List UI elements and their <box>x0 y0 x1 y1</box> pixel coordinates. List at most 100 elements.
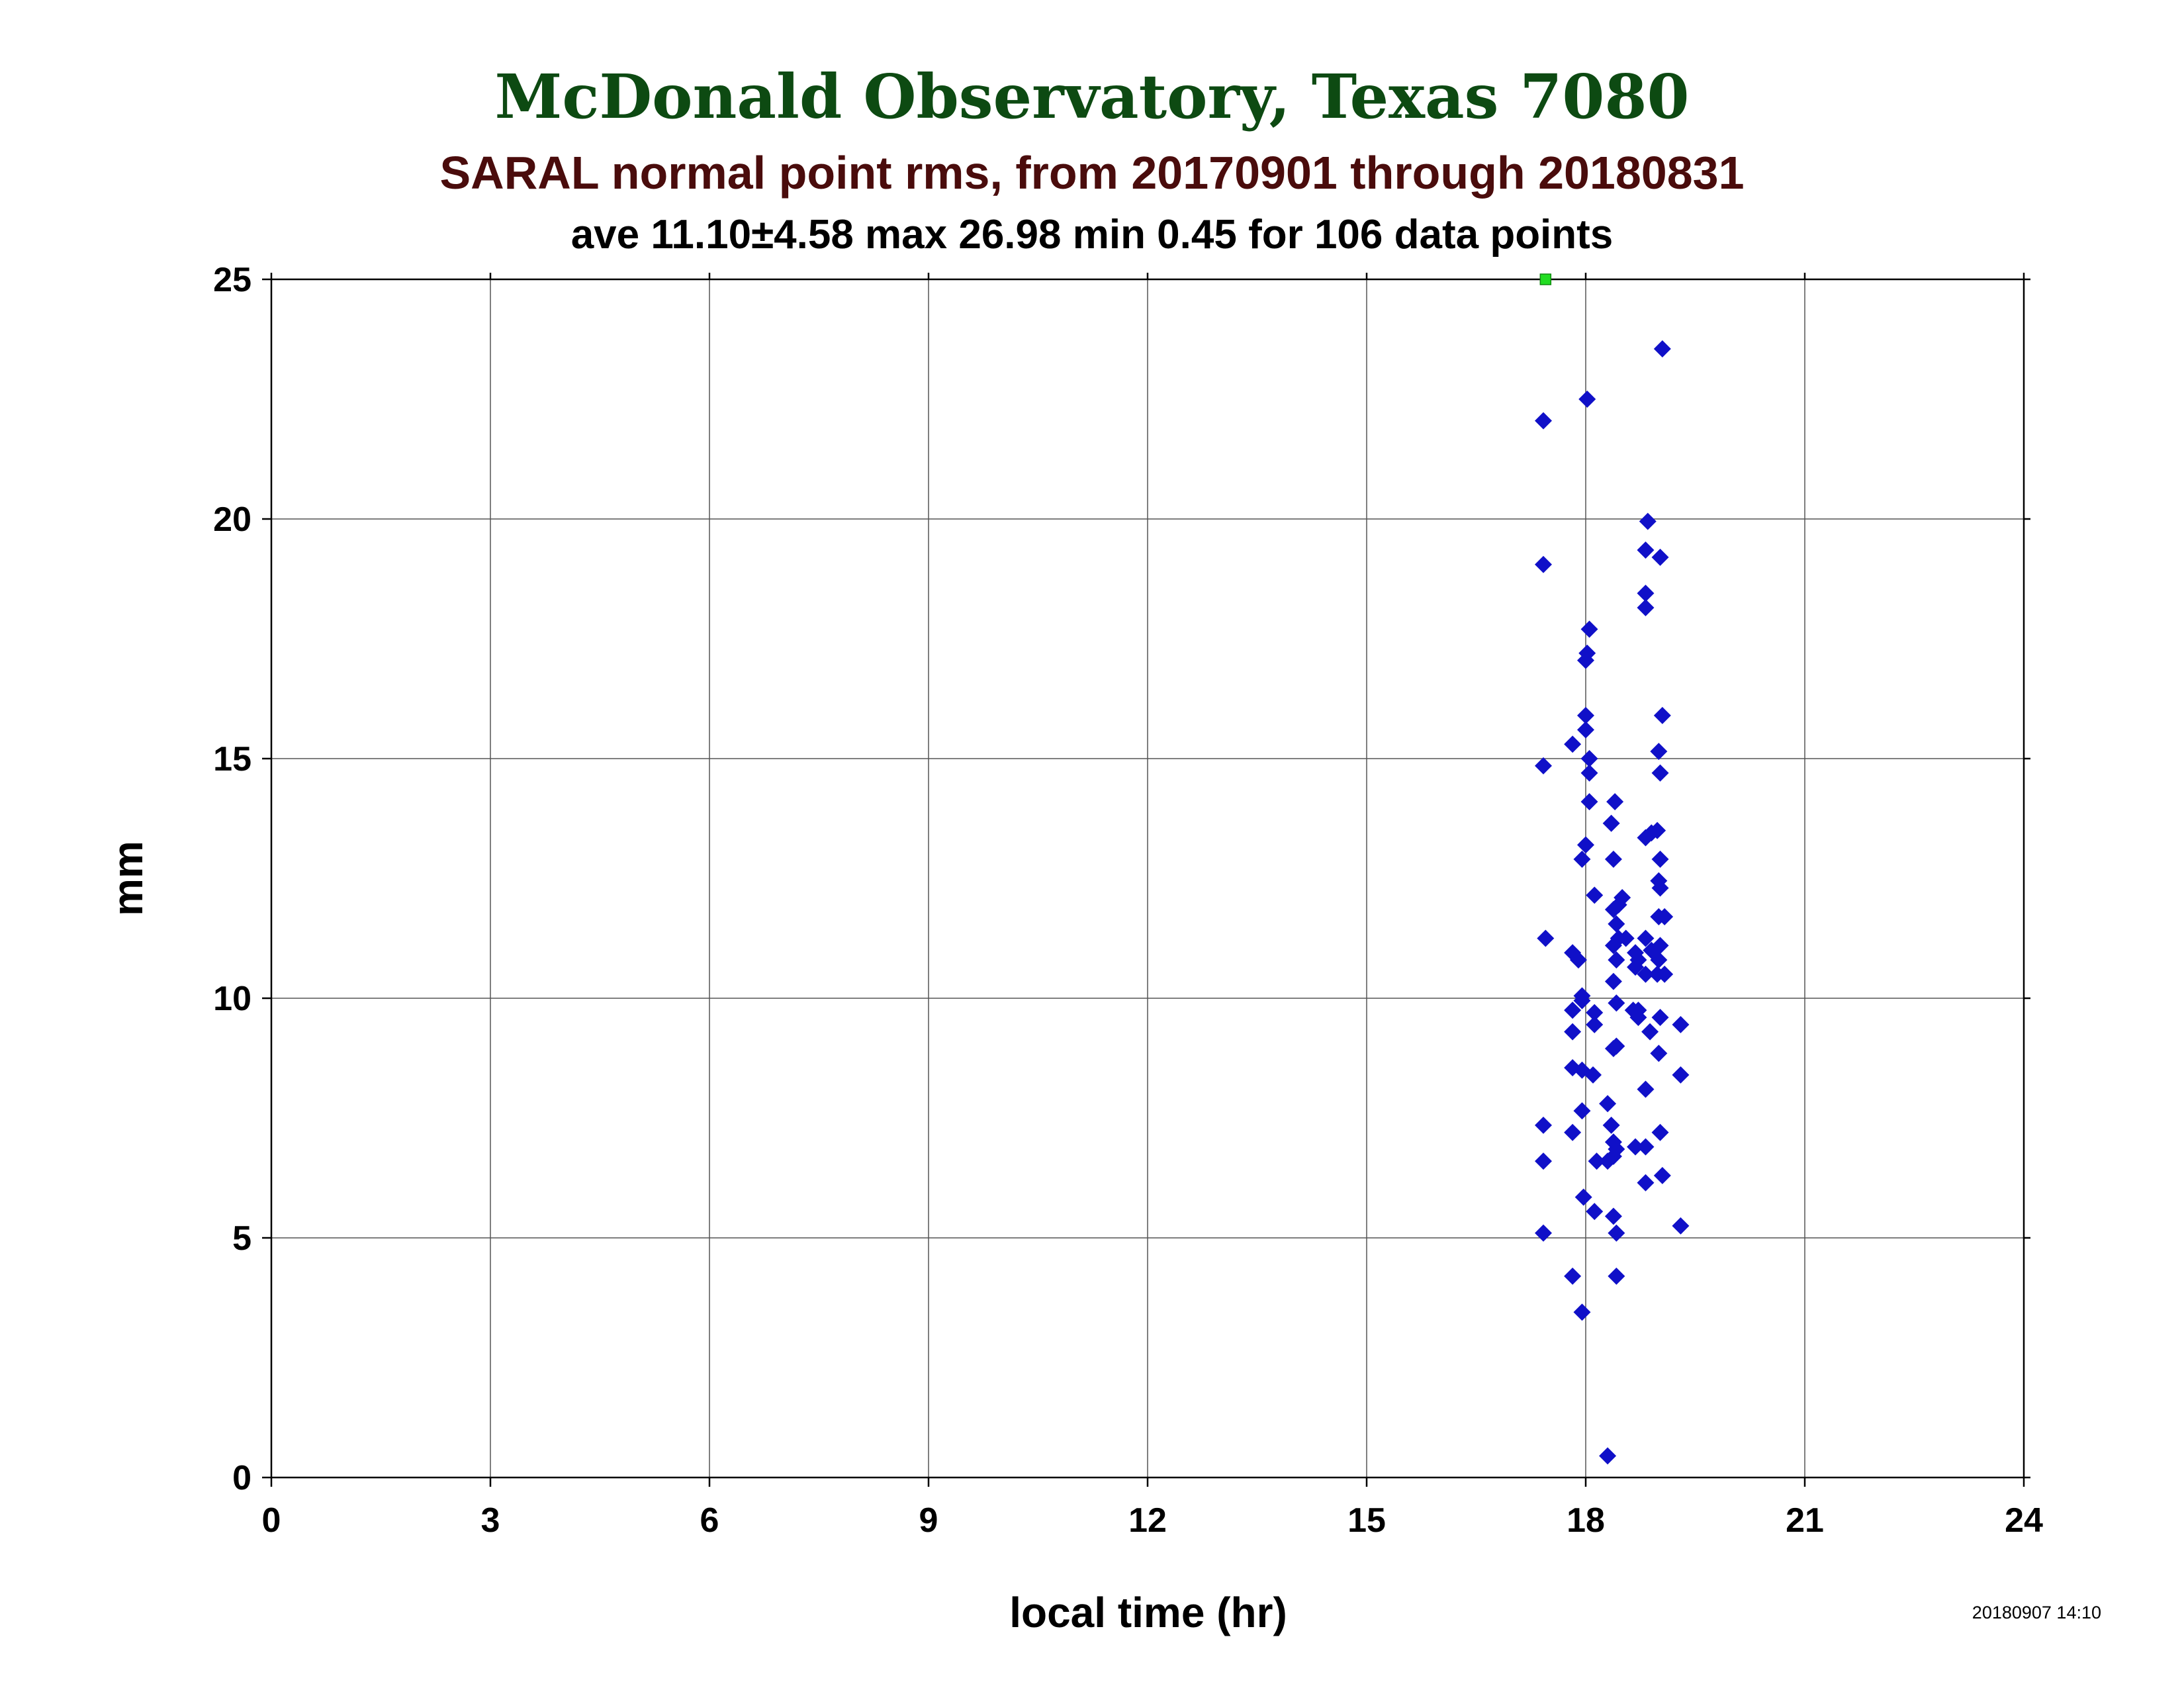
data-point <box>1580 764 1598 782</box>
x-tick-label: 21 <box>1786 1501 1824 1540</box>
data-point <box>1651 879 1669 897</box>
data-point <box>1535 412 1553 430</box>
data-point <box>1586 1203 1604 1221</box>
data-point <box>1577 836 1594 854</box>
data-point <box>1672 1066 1690 1084</box>
data-point <box>1573 992 1591 1009</box>
data-point <box>1608 1267 1625 1285</box>
data-point <box>1604 1040 1622 1058</box>
data-point <box>1599 1447 1617 1465</box>
data-point <box>1617 929 1635 947</box>
data-point <box>1637 541 1655 559</box>
data-point <box>1580 620 1598 638</box>
data-point <box>1608 1224 1625 1242</box>
data-point <box>1564 1267 1582 1285</box>
data-point <box>1573 851 1591 868</box>
data-point <box>1656 908 1674 925</box>
data-point <box>1564 1002 1582 1019</box>
data-point <box>1651 548 1669 566</box>
y-tick-label: 10 <box>213 980 251 1018</box>
data-point <box>1580 750 1598 767</box>
data-point <box>1578 391 1596 408</box>
data-point <box>1599 1095 1617 1113</box>
data-point <box>1653 706 1671 724</box>
data-point <box>1606 793 1624 811</box>
data-point <box>1574 1188 1592 1206</box>
data-point <box>1535 1224 1553 1242</box>
data-point <box>1564 1123 1582 1141</box>
data-point <box>1586 1004 1604 1021</box>
data-point <box>1604 972 1622 990</box>
data-point <box>1604 937 1622 955</box>
data-point <box>1629 1002 1647 1019</box>
data-point <box>1599 1152 1617 1170</box>
data-point <box>1586 1015 1604 1033</box>
chart-title: McDonald Observatory, Texas 7080 <box>495 61 1690 132</box>
data-point <box>1637 1138 1655 1156</box>
data-point <box>1651 937 1669 955</box>
x-tick-label: 24 <box>2005 1501 2043 1540</box>
x-tick-label: 0 <box>262 1501 281 1540</box>
data-point <box>1649 821 1666 839</box>
data-point <box>1586 886 1604 904</box>
data-point <box>1564 735 1582 753</box>
data-point <box>1577 721 1594 739</box>
data-point <box>1637 929 1655 947</box>
data-point <box>1584 1066 1602 1084</box>
x-tick-label: 18 <box>1567 1501 1605 1540</box>
data-point <box>1637 1080 1655 1098</box>
x-tick-label: 3 <box>481 1501 500 1540</box>
data-point <box>1637 598 1655 616</box>
data-point <box>1588 1152 1606 1170</box>
axis-ticks: 0 3 6 9 12 15 18 21 24 0 5 10 15 20 25 <box>213 261 2043 1540</box>
plot-timestamp: 20180907 14:10 <box>1972 1603 2101 1622</box>
data-point <box>1653 1166 1671 1184</box>
y-tick-label: 20 <box>213 500 251 539</box>
data-point <box>1580 793 1598 811</box>
y-tick-label: 25 <box>213 261 251 299</box>
data-point <box>1604 851 1622 868</box>
chart-stats-line: ave 11.10±4.58 max 26.98 min 0.45 for 10… <box>571 212 1614 258</box>
data-point <box>1639 512 1657 530</box>
data-point <box>1650 743 1668 761</box>
data-point <box>1535 1116 1553 1134</box>
data-point <box>1656 965 1674 983</box>
data-point <box>1604 1207 1622 1225</box>
data-point <box>1651 1008 1669 1026</box>
data-point <box>1608 994 1625 1012</box>
data-points <box>1535 273 1690 1465</box>
x-tick-label: 12 <box>1128 1501 1167 1540</box>
x-axis-label: local time (hr) <box>1009 1589 1287 1636</box>
data-point <box>1569 951 1587 969</box>
y-axis-label: mm <box>104 841 152 916</box>
chart-subtitle: SARAL normal point rms, from 20170901 th… <box>439 147 1744 199</box>
data-point <box>1627 1138 1645 1156</box>
data-point <box>1573 1303 1591 1321</box>
data-point <box>1672 1015 1690 1033</box>
data-point <box>1627 958 1645 976</box>
data-point <box>1650 951 1668 969</box>
data-point <box>1608 915 1625 933</box>
data-point <box>1637 965 1655 983</box>
data-point <box>1604 901 1622 919</box>
data-point <box>1637 585 1655 602</box>
grid-lines <box>271 279 2025 1478</box>
overflow-marker <box>1539 273 1552 285</box>
y-tick-label: 5 <box>232 1219 251 1258</box>
data-point <box>1573 1102 1591 1120</box>
data-point <box>1577 651 1594 669</box>
data-point <box>1651 851 1669 868</box>
data-point <box>1577 706 1594 724</box>
y-tick-label: 0 <box>232 1459 251 1497</box>
data-point <box>1651 1123 1669 1141</box>
data-point <box>1602 1116 1620 1134</box>
x-tick-label: 9 <box>919 1501 938 1540</box>
x-tick-label: 15 <box>1347 1501 1386 1540</box>
data-point <box>1535 757 1553 774</box>
data-point <box>1637 1174 1655 1192</box>
data-point <box>1537 929 1555 947</box>
data-point <box>1564 1023 1582 1041</box>
data-point <box>1535 555 1553 573</box>
data-point <box>1608 951 1625 969</box>
